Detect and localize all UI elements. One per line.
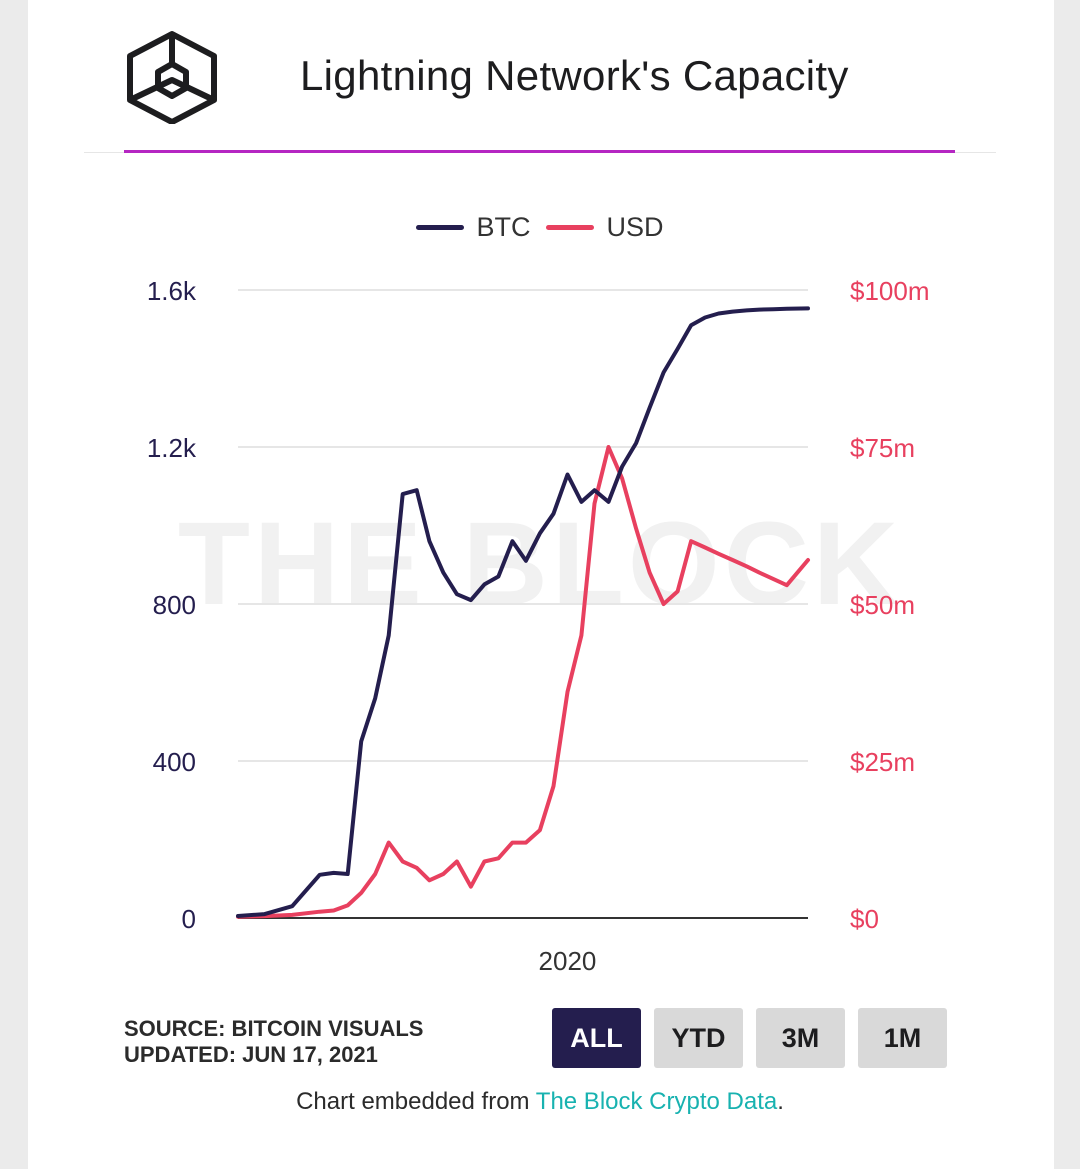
y-left-tick-label: 1.2k xyxy=(147,433,197,463)
legend-label-usd: USD xyxy=(606,212,664,242)
range-button-3m[interactable]: 3M xyxy=(756,1008,845,1068)
y-right-tick-label: $100m xyxy=(850,276,930,306)
header-accent-line xyxy=(124,150,955,153)
legend-label-btc: BTC xyxy=(476,212,531,242)
embed-prefix: Chart embedded from xyxy=(296,1088,536,1115)
y-left-tick-label: 400 xyxy=(153,747,196,777)
range-button-group: ALL YTD 3M 1M xyxy=(552,1008,947,1068)
legend-swatch-usd xyxy=(546,225,595,230)
source-line: SOURCE: BITCOIN VISUALS xyxy=(124,1016,424,1041)
y-right-tick-label: $75m xyxy=(850,433,915,463)
embed-link[interactable]: The Block Crypto Data xyxy=(535,1088,778,1115)
series-line-btc xyxy=(236,306,810,918)
chart-title: Lightning Network's Capacity xyxy=(300,52,849,99)
range-button-ytd[interactable]: YTD xyxy=(654,1008,743,1068)
y-left-tick-label: 0 xyxy=(182,904,196,934)
y-left-tick-label: 1.6k xyxy=(147,276,197,306)
series-lines xyxy=(236,306,810,919)
y-right-tick-label: $0 xyxy=(850,904,879,934)
legend-swatch-btc xyxy=(416,225,465,230)
y-right-tick-label: $50m xyxy=(850,590,915,620)
legend-item-usd[interactable]: USD xyxy=(546,212,664,243)
y-axis-right: $0 $25m $50m $75m $100m xyxy=(850,276,930,934)
x-axis: 2020 xyxy=(539,946,597,976)
source-note: SOURCE: BITCOIN VISUALS UPDATED: JUN 17,… xyxy=(124,1016,423,1068)
chart-legend: BTC USD xyxy=(0,212,1080,243)
series-line-usd xyxy=(236,445,810,919)
x-tick-label: 2020 xyxy=(539,946,597,976)
embed-note: Chart embedded from The Block Crypto Dat… xyxy=(0,1088,1080,1116)
the-block-cube-logo xyxy=(127,31,217,124)
range-button-1m[interactable]: 1M xyxy=(858,1008,947,1068)
y-left-tick-label: 800 xyxy=(153,590,196,620)
watermark-text: THE BLOCK xyxy=(178,498,902,630)
line-chart: THE BLOCK 0 400 800 1.2k 1.6k $0 $25m $50m $75m… xyxy=(147,276,930,976)
range-button-all[interactable]: ALL xyxy=(552,1008,641,1068)
legend-item-btc[interactable]: BTC xyxy=(416,212,530,243)
y-right-tick-label: $25m xyxy=(850,747,915,777)
chart-card xyxy=(28,0,1054,1169)
embed-suffix: . xyxy=(777,1088,784,1115)
gridlines xyxy=(238,289,808,919)
updated-line: UPDATED: JUN 17, 2021 xyxy=(124,1042,378,1067)
y-axis-left: 0 400 800 1.2k 1.6k xyxy=(147,276,197,934)
